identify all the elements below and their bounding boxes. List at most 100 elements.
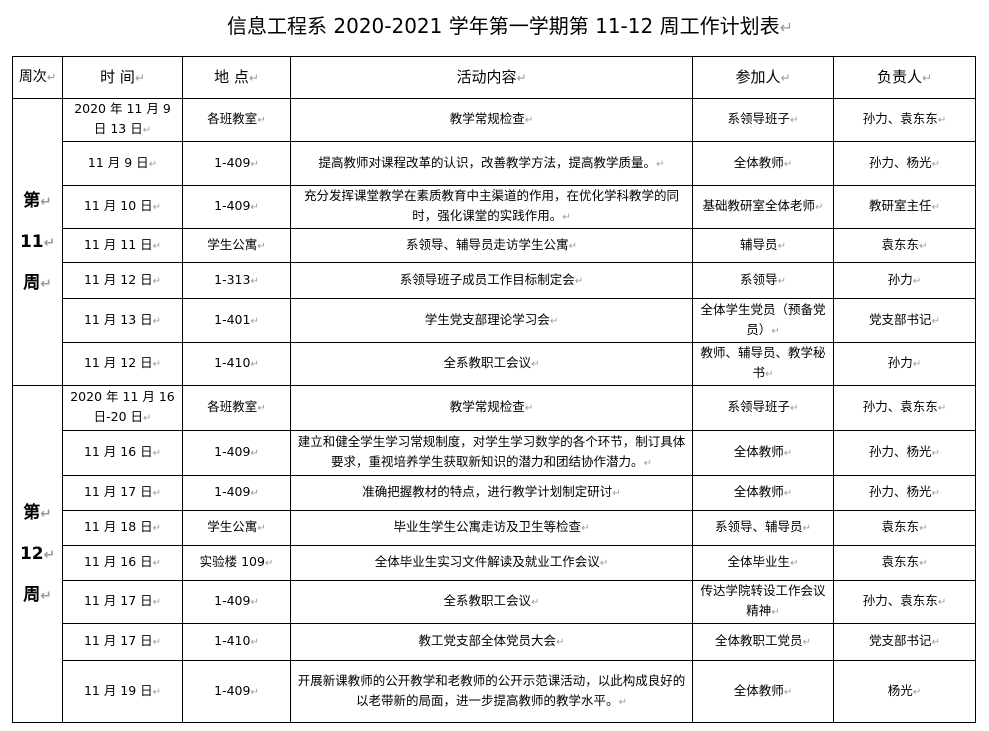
table-row: 11 月 12 日1-313系领导班子成员工作目标制定会系领导孙力 [13, 262, 976, 299]
week-label-part: 第 [16, 493, 59, 534]
header-week: 周次 [12, 56, 63, 99]
participants-cell: 传达学院转设工作会议精神 [692, 580, 834, 624]
place-cell: 1-409 [182, 141, 291, 186]
table-row: 11 月 12 日1-410全系教职工会议教师、辅导员、教学秘书孙力 [13, 342, 976, 386]
place-cell: 1-409 [182, 475, 291, 511]
owner-cell: 袁东东 [833, 545, 976, 581]
place-cell: 1-410 [182, 342, 291, 386]
place-cell: 实验楼 109 [182, 545, 291, 581]
place-cell: 各班教室 [182, 385, 291, 431]
activity-cell: 准确把握教材的特点，进行教学计划制定研讨 [290, 475, 693, 511]
time-cell: 11 月 12 日 [62, 262, 183, 299]
participants-cell: 系领导、辅导员 [692, 510, 834, 546]
participants-cell: 系领导班子 [692, 385, 834, 431]
work-plan-table: 周次 时 间 地 点 活动内容 参加人 负责人 第11周2020 年 11 月 … [12, 56, 976, 723]
activity-cell: 充分发挥课堂教学在素质教育中主渠道的作用，在优化学科教学的同时，强化课堂的实践作… [290, 185, 693, 229]
participants-cell: 全体学生党员（预备党员） [692, 298, 834, 343]
document-title: 信息工程系 2020-2021 学年第一学期第 11-12 周工作计划表 [0, 10, 989, 39]
owner-cell: 孙力、杨光 [833, 141, 976, 186]
week-label-part: 11 [16, 222, 59, 263]
activity-cell: 建立和健全学生学习常规制度，对学生学习数学的各个环节，制订具体要求，重视培养学生… [290, 430, 693, 476]
place-cell: 1-409 [182, 185, 291, 229]
activity-cell: 教工党支部全体党员大会 [290, 623, 693, 661]
time-cell: 11 月 16 日 [62, 430, 183, 476]
time-cell: 11 月 10 日 [62, 185, 183, 229]
time-cell: 11 月 17 日 [62, 580, 183, 624]
owner-cell: 袁东东 [833, 228, 976, 263]
table-row: 11 月 16 日实验楼 109全体毕业生实习文件解读及就业工作会议全体毕业生袁… [13, 545, 976, 581]
week-label-part: 周 [16, 575, 59, 616]
week-label: 第11周 [12, 98, 63, 386]
participants-cell: 系领导班子 [692, 98, 834, 142]
owner-cell: 教研室主任 [833, 185, 976, 229]
activity-cell: 开展新课教师的公开教学和老教师的公开示范课活动，以此构成良好的以老带新的局面，进… [290, 660, 693, 723]
time-cell: 11 月 19 日 [62, 660, 183, 723]
week-label: 第12周 [12, 385, 63, 723]
table-row: 第11周2020 年 11 月 9 日 13 日各班教室教学常规检查系领导班子孙… [12, 98, 976, 386]
header-place: 地 点 [182, 56, 291, 99]
activity-cell: 学生党支部理论学习会 [290, 298, 693, 343]
time-cell: 11 月 16 日 [62, 545, 183, 581]
owner-cell: 孙力、袁东东 [833, 385, 976, 431]
participants-cell: 全体教师 [692, 430, 834, 476]
place-cell: 学生公寓 [182, 510, 291, 546]
owner-cell: 党支部书记 [833, 623, 976, 661]
activity-cell: 全体毕业生实习文件解读及就业工作会议 [290, 545, 693, 581]
owner-cell: 孙力 [833, 262, 976, 299]
place-cell: 学生公寓 [182, 228, 291, 263]
table-row: 11 月 17 日1-409准确把握教材的特点，进行教学计划制定研讨全体教师孙力… [13, 475, 976, 511]
owner-cell: 孙力、杨光 [833, 475, 976, 511]
header-row: 周次 时 间 地 点 活动内容 参加人 负责人 [12, 56, 976, 99]
owner-cell: 孙力、袁东东 [833, 580, 976, 624]
header-owner: 负责人 [833, 56, 976, 99]
time-cell: 11 月 11 日 [62, 228, 183, 263]
place-cell: 1-409 [182, 580, 291, 624]
time-cell: 11 月 12 日 [62, 342, 183, 386]
activity-cell: 提高教师对课程改革的认识，改善教学方法，提高教学质量。 [290, 141, 693, 186]
time-cell: 11 月 13 日 [62, 298, 183, 343]
participants-cell: 系领导 [692, 262, 834, 299]
place-cell: 1-409 [182, 430, 291, 476]
place-cell: 1-409 [182, 660, 291, 723]
table-row: 11 月 10 日1-409充分发挥课堂教学在素质教育中主渠道的作用，在优化学科… [13, 185, 976, 229]
activity-cell: 全系教职工会议 [290, 342, 693, 386]
activity-cell: 系领导、辅导员走访学生公寓 [290, 228, 693, 263]
header-participants: 参加人 [692, 56, 834, 99]
table-row: 11 月 13 日1-401学生党支部理论学习会全体学生党员（预备党员）党支部书… [13, 298, 976, 343]
owner-cell: 杨光 [833, 660, 976, 723]
activity-cell: 系领导班子成员工作目标制定会 [290, 262, 693, 299]
owner-cell: 党支部书记 [833, 298, 976, 343]
table-row: 11 月 17 日1-410教工党支部全体党员大会全体教职工党员党支部书记 [13, 623, 976, 661]
participants-cell: 全体教师 [692, 141, 834, 186]
week-label-part: 第 [16, 181, 59, 222]
participants-cell: 辅导员 [692, 228, 834, 263]
table-row: 11 月 11 日学生公寓系领导、辅导员走访学生公寓辅导员袁东东 [13, 228, 976, 263]
participants-cell: 基础教研室全体老师 [692, 185, 834, 229]
participants-cell: 全体毕业生 [692, 545, 834, 581]
owner-cell: 孙力、杨光 [833, 430, 976, 476]
time-cell: 11 月 17 日 [62, 623, 183, 661]
place-cell: 1-313 [182, 262, 291, 299]
time-cell: 11 月 17 日 [62, 475, 183, 511]
place-cell: 1-401 [182, 298, 291, 343]
owner-cell: 孙力、袁东东 [833, 98, 976, 142]
participants-cell: 教师、辅导员、教学秘书 [692, 342, 834, 386]
activity-cell: 全系教职工会议 [290, 580, 693, 624]
time-cell: 2020 年 11 月 16 日-20 日 [62, 385, 183, 431]
place-cell: 1-410 [182, 623, 291, 661]
table-row: 11 月 17 日1-409全系教职工会议传达学院转设工作会议精神孙力、袁东东 [13, 580, 976, 624]
activity-cell: 毕业生学生公寓走访及卫生等检查 [290, 510, 693, 546]
week-label-part: 12 [16, 534, 59, 575]
table-row: 11 月 16 日1-409建立和健全学生学习常规制度，对学生学习数学的各个环节… [13, 430, 976, 476]
owner-cell: 孙力 [833, 342, 976, 386]
table-row: 11 月 19 日1-409开展新课教师的公开教学和老教师的公开示范课活动，以此… [13, 660, 976, 723]
place-cell: 各班教室 [182, 98, 291, 142]
owner-cell: 袁东东 [833, 510, 976, 546]
activity-cell: 教学常规检查 [290, 385, 693, 431]
week-label-part: 周 [16, 263, 59, 304]
activity-cell: 教学常规检查 [290, 98, 693, 142]
participants-cell: 全体教师 [692, 475, 834, 511]
time-cell: 2020 年 11 月 9 日 13 日 [62, 98, 183, 142]
participants-cell: 全体教职工党员 [692, 623, 834, 661]
table-row: 11 月 9 日1-409提高教师对课程改革的认识，改善教学方法，提高教学质量。… [13, 141, 976, 186]
